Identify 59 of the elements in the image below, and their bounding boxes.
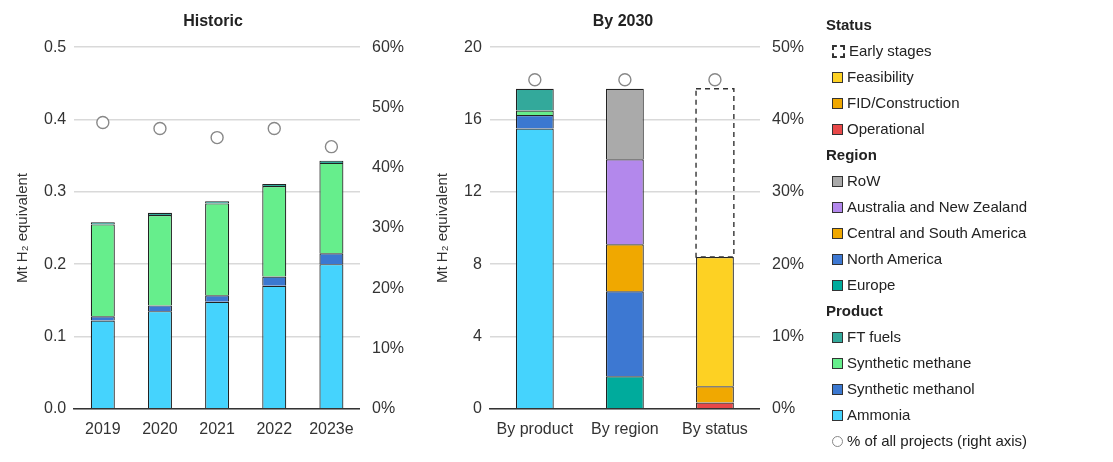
y2-tick-label: 50% xyxy=(771,37,805,55)
legend-label: Synthetic methanol xyxy=(847,379,975,399)
y2-tick-label: 40% xyxy=(371,158,405,176)
x-tick-label: By region xyxy=(591,419,659,437)
chart-title: Historic xyxy=(183,12,243,30)
y-tick-label: 4 xyxy=(472,326,482,344)
y-tick-label: 0.0 xyxy=(43,399,67,417)
y2-tick-label: 60% xyxy=(371,37,405,55)
y-tick-label: 0.4 xyxy=(43,109,67,127)
y-tick-label: 12 xyxy=(464,182,482,200)
legend-label: % of all projects (right axis) xyxy=(847,431,1028,451)
y-axis-title: Mt H₂ equivalent xyxy=(433,172,451,284)
y-tick-label: 0.2 xyxy=(43,254,67,272)
legend-label: Early stages xyxy=(849,41,932,61)
x-tick-label: 2020 xyxy=(142,419,178,437)
point xyxy=(267,121,281,136)
legend-label: Synthetic methane xyxy=(847,353,972,373)
y2-tick-label: 40% xyxy=(771,109,805,127)
y-tick-label: 20 xyxy=(464,37,482,55)
y2-tick-label: 0% xyxy=(371,399,396,417)
y-tick-label: 0.5 xyxy=(43,37,67,55)
y2-tick-label: 0% xyxy=(771,399,796,417)
y2-tick-label: 20% xyxy=(771,254,805,272)
y2-tick-label: 20% xyxy=(371,278,405,296)
y-tick-label: 0 xyxy=(472,399,482,417)
y2-tick-label: 30% xyxy=(771,182,805,200)
chart-title: By 2030 xyxy=(592,12,654,30)
legend-label: RoW xyxy=(847,171,881,191)
x-tick-label: 2021 xyxy=(199,419,236,437)
y2-tick-label: 10% xyxy=(371,338,405,356)
point xyxy=(96,115,110,130)
legend-label: Ammonia xyxy=(847,405,911,425)
y-tick-label: 16 xyxy=(464,109,482,127)
x-tick-label: 2022 xyxy=(256,419,293,437)
y-tick-label: 0.1 xyxy=(43,326,67,344)
y2-tick-label: 30% xyxy=(371,218,405,236)
text: Status xyxy=(826,15,873,35)
text: Product xyxy=(826,301,884,321)
text: Region xyxy=(826,145,878,165)
y-tick-label: 0.3 xyxy=(43,182,67,200)
legend-label: Feasibility xyxy=(847,67,914,87)
legend-label: Europe xyxy=(847,275,896,295)
y-axis-title: Mt H₂ equivalent xyxy=(13,172,31,284)
y2-tick-label: 10% xyxy=(771,326,805,344)
x-tick-label: By status xyxy=(682,419,748,437)
x-tick-label: 2019 xyxy=(85,419,121,437)
y2-tick-label: 50% xyxy=(371,97,405,115)
point xyxy=(210,130,224,145)
legend-label: FT fuels xyxy=(847,327,901,347)
legend-label: Australia and New Zealand xyxy=(847,197,1028,217)
legend-label: North America xyxy=(847,249,943,269)
legend-label: FID/Construction xyxy=(847,93,960,113)
x-tick-label: By product xyxy=(496,419,574,437)
point xyxy=(324,139,339,154)
x-tick-label: 2023e xyxy=(309,419,354,437)
y-tick-label: 8 xyxy=(472,254,482,272)
legend-label: Central and South America xyxy=(847,223,1027,243)
point xyxy=(153,121,167,136)
legend-label: Operational xyxy=(847,119,925,139)
